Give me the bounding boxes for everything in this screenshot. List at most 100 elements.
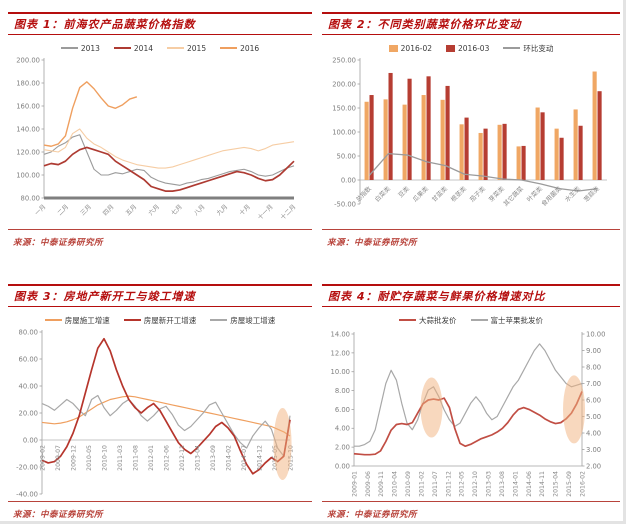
svg-text:0.00: 0.00	[23, 437, 38, 445]
svg-text:2.00: 2.00	[586, 463, 601, 471]
svg-text:2012-10: 2012-10	[472, 471, 479, 497]
svg-text:2013-09: 2013-09	[210, 445, 217, 471]
chart2-title: 图表 2：不同类别蔬菜价格环比变动	[322, 12, 620, 36]
legend-label: 2014	[133, 43, 153, 53]
svg-text:180.00: 180.00	[16, 80, 40, 88]
legend-label: 房屋施工增速	[64, 315, 110, 325]
chart1-source: 来源：中泰证券研究所	[13, 238, 104, 249]
svg-text:5.00: 5.00	[586, 413, 601, 421]
svg-text:2013-08: 2013-08	[499, 471, 506, 497]
svg-text:十二月: 十二月	[279, 203, 298, 222]
svg-text:十一月: 十一月	[256, 203, 275, 222]
chart2-plot: -50.00 0.00 50.00 100.00 150.00 200.00 250.00 总…	[332, 57, 607, 209]
panel-chart-4: 图表 4：耐贮存蔬菜与鲜果价格增速对比 大蒜批发价 富士苹果批发价 0.00 2.0…	[322, 284, 620, 520]
svg-text:2014-06: 2014-06	[526, 471, 533, 497]
svg-text:2010-10: 2010-10	[101, 445, 108, 471]
svg-text:2009-06: 2009-06	[365, 471, 372, 497]
panel-chart-2: 图表 2：不同类别蔬菜价格环比变动 2016-02 2016-03 环比变动 -50…	[322, 12, 620, 248]
legend-label: 2016	[240, 43, 260, 53]
svg-text:100.00: 100.00	[16, 172, 40, 180]
svg-text:豆类: 豆类	[397, 185, 411, 199]
chart2-legend: 2016-02 2016-03 环比变动	[322, 42, 620, 54]
svg-text:二月: 二月	[56, 204, 70, 218]
svg-text:食用菌类: 食用菌类	[540, 185, 563, 208]
svg-text:10.00: 10.00	[586, 331, 605, 339]
svg-text:0.00: 0.00	[341, 177, 356, 185]
legend-line-swatch	[167, 47, 184, 50]
legend-label: 2015	[187, 43, 207, 53]
chart2-source-rule	[322, 229, 620, 231]
legend-label: 富士苹果批发价	[490, 315, 544, 325]
svg-text:200.00: 200.00	[332, 81, 356, 89]
legend-item: 2013	[60, 44, 100, 53]
svg-text:十月: 十月	[238, 203, 252, 217]
legend-line-swatch	[470, 319, 488, 322]
svg-text:总指数: 总指数	[354, 184, 373, 203]
svg-text:80.00: 80.00	[19, 329, 38, 337]
svg-text:根茎类: 根茎类	[449, 185, 468, 204]
svg-text:2012-11: 2012-11	[179, 445, 186, 471]
svg-text:瓜果类: 瓜果类	[411, 185, 430, 204]
svg-text:2015-10: 2015-10	[287, 445, 294, 471]
svg-text:三月: 三月	[79, 204, 93, 218]
svg-text:12.00: 12.00	[331, 350, 350, 358]
svg-text:2014-12: 2014-12	[256, 445, 263, 471]
svg-text:一月: 一月	[34, 204, 48, 218]
legend-line-swatch	[399, 319, 416, 322]
chart3-legend: 房屋施工增速 房屋新开工增速 房屋竣工增速	[8, 314, 312, 326]
svg-text:120.00: 120.00	[16, 149, 40, 157]
svg-text:2014-07: 2014-07	[241, 445, 248, 471]
svg-text:6.00: 6.00	[335, 406, 350, 414]
svg-text:200.00: 200.00	[16, 57, 40, 65]
chart3-source-rule	[8, 501, 312, 503]
svg-text:140.00: 140.00	[16, 126, 40, 134]
svg-text:100.00: 100.00	[332, 129, 356, 137]
svg-text:茄子类: 茄子类	[468, 185, 487, 204]
svg-text:2009-02: 2009-02	[39, 445, 46, 471]
svg-text:2011-07: 2011-07	[432, 471, 439, 497]
svg-text:其它蔬菜: 其它蔬菜	[502, 185, 525, 208]
svg-text:四月: 四月	[102, 204, 116, 218]
legend-line-swatch	[220, 47, 238, 50]
legend-item: 房屋竣工增速	[210, 315, 275, 326]
legend-line-swatch	[210, 319, 228, 322]
svg-text:叶菜类: 叶菜类	[525, 185, 544, 204]
legend-item: 环比变动	[503, 43, 553, 54]
svg-text:五月: 五月	[125, 204, 139, 218]
svg-text:2011-08: 2011-08	[132, 445, 139, 471]
svg-text:2009-07: 2009-07	[55, 445, 62, 471]
chart4-plot: 0.00 2.00 4.00 6.00 8.00 10.00 12.00 14.00 2.00 3…	[331, 331, 606, 497]
svg-text:2013-04: 2013-04	[194, 445, 201, 471]
legend-label: 大蒜批发价	[419, 315, 457, 325]
chart3-plot: -40.00 -20.00 0.00 20.00 40.00 60.00 80.00 2009…	[16, 329, 294, 499]
svg-text:2009-11: 2009-11	[378, 471, 385, 497]
svg-text:2010-05: 2010-05	[86, 445, 93, 471]
svg-text:葱蒜类: 葱蒜类	[582, 185, 601, 204]
legend-item: 2016	[220, 44, 259, 53]
legend-line-swatch	[503, 47, 521, 50]
svg-text:2014-01: 2014-01	[512, 471, 519, 497]
svg-text:4.00: 4.00	[335, 425, 350, 433]
legend-bar-swatch	[388, 44, 398, 52]
legend-label: 房屋竣工增速	[230, 315, 276, 325]
legend-label: 2016-03	[458, 43, 490, 53]
svg-text:2015-09: 2015-09	[566, 471, 573, 497]
legend-label: 房屋新开工增速	[143, 315, 197, 325]
legend-bar-swatch	[446, 44, 455, 52]
chart4-source-rule	[322, 501, 620, 503]
svg-text:2014-02: 2014-02	[225, 445, 232, 471]
legend-line-swatch	[44, 319, 62, 322]
svg-text:2011-03: 2011-03	[117, 445, 124, 471]
legend-line-swatch	[60, 47, 78, 50]
chart4-legend: 大蒜批发价 富士苹果批发价	[322, 314, 620, 326]
svg-text:7.00: 7.00	[586, 380, 601, 388]
svg-text:2012-01: 2012-01	[148, 445, 155, 471]
panel-chart-1: 图表 1：前海农产品蔬菜价格指数 2013 2014 2015 2016 80.00 1…	[8, 12, 312, 248]
svg-text:2011-12: 2011-12	[445, 471, 452, 497]
svg-text:8.00: 8.00	[335, 387, 350, 395]
svg-text:-20.00: -20.00	[16, 464, 38, 472]
legend-item: 2015	[167, 44, 206, 53]
svg-text:2.00: 2.00	[335, 444, 350, 452]
